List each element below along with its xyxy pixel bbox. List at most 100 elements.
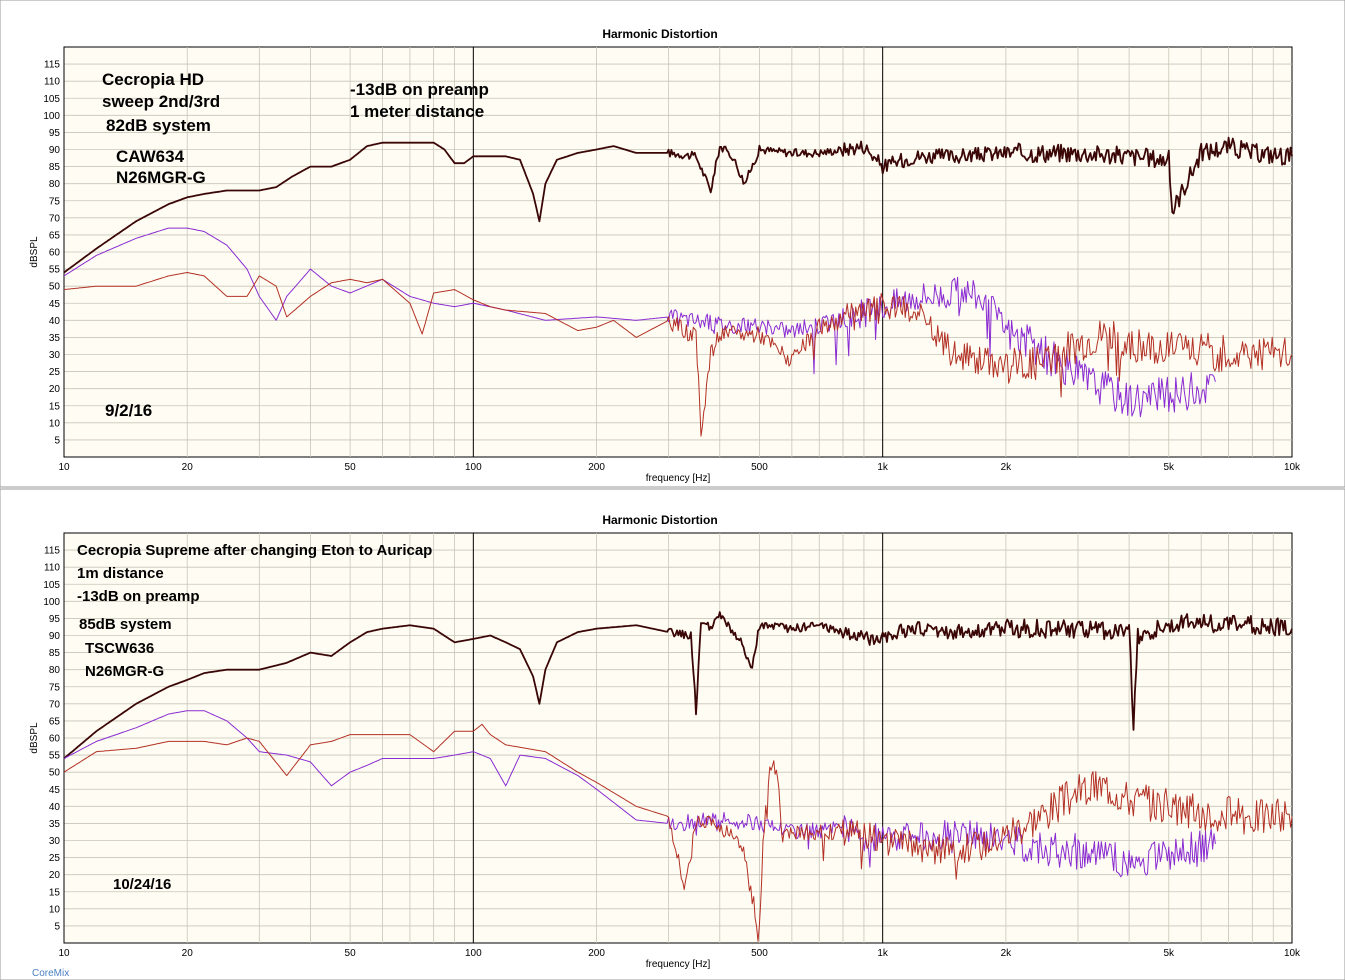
x-tick-label: 200 [588,462,605,473]
note-1-right-line-1: -13dB on preamp [350,80,489,99]
y-tick-label: 45 [49,785,61,796]
note-2-line-1: Cecropia Supreme after changing Eton to … [77,542,432,559]
y-tick-label: 75 [49,682,61,693]
y-tick-label: 20 [49,870,61,881]
y-tick-label: 35 [49,819,61,830]
y-tick-label: 30 [49,350,61,361]
x-tick-label: 100 [465,462,482,473]
y-tick-label: 50 [49,768,61,779]
y-tick-label: 55 [49,265,61,276]
y-tick-label: 40 [49,802,61,813]
series-line-2 [63,227,1216,418]
x-tick-label: 1k [877,462,889,473]
date-2: 10/24/16 [113,876,171,893]
x-tick-label: 2k [1001,462,1013,473]
y-tick-label: 5 [54,921,60,932]
note-1-line-3: 82dB system [106,116,211,135]
series-line-2 [63,710,1216,878]
chart-panel-1: 5 10 15 20 25 30 35 40 45 50 55 60 65 70 75 80 85 90 95 100… [29,27,1301,484]
x-tick-label: 20 [182,462,194,473]
series-line-1 [63,611,1293,760]
y-tick-label: 10 [49,904,61,915]
y-tick-label: 80 [49,665,61,676]
series-line-1 [63,136,1293,274]
y-tick-label: 15 [49,401,61,412]
y-tick-label: 65 [49,716,61,727]
y-tick-label: 95 [49,614,61,625]
x-tick-label: 5k [1163,948,1175,959]
y-tick-label: 5 [54,435,60,446]
y-tick-label: 110 [44,563,60,574]
y-tick-label: 70 [49,699,61,710]
x-tick-label: 5k [1163,462,1175,473]
y-tick-label: 85 [49,162,61,173]
note-1-line-2: sweep 2nd/3rd [102,92,220,111]
y-tick-label: 110 [44,77,60,88]
chart-title-2: Harmonic Distortion [602,513,717,527]
x-axis-label-2: frequency [Hz] [646,959,711,970]
x-tick-label: 20 [182,948,194,959]
y-tick-label: 80 [49,179,61,190]
x-tick-label: 50 [345,948,357,959]
y-tick-label: 30 [49,836,61,847]
note-2-line-2: 1m distance [77,565,164,582]
note-2-line-4: 85dB system [79,616,172,633]
y-tick-label: 85 [49,648,61,659]
y-tick-label: 35 [49,333,61,344]
y-tick-label: 20 [49,384,61,395]
grid-1 [63,47,1292,457]
x-tick-label: 200 [588,948,605,959]
series-line-3 [63,272,1293,437]
y-tick-label: 115 [44,546,60,557]
series-1 [63,136,1293,437]
y-tick-label: 95 [49,128,61,139]
y-axis-label-1: dBSPL [29,236,40,268]
y-tick-label: 40 [49,316,61,327]
x-tick-label: 1k [877,948,889,959]
note-1-line-1: Cecropia HD [102,70,204,89]
note-2-line-3: -13dB on preamp [77,588,200,605]
x-tick-label: 10k [1284,462,1301,473]
x-tick-label: 500 [751,462,768,473]
y-tick-label: 105 [43,94,60,105]
note-1-line-4: CAW634 [116,147,185,166]
x-tick-label: 10 [58,462,70,473]
y-tick-label: 100 [43,111,60,122]
y-tick-label: 100 [43,597,60,608]
x-tick-label: 10 [58,948,70,959]
x-tick-label: 50 [345,462,357,473]
y-tick-label: 65 [49,230,61,241]
chart-panel-2: 5 10 15 20 25 30 35 40 45 50 55 60 65 70 75 80 85 90 95 100… [29,513,1301,970]
note-1-line-5: N26MGR-G [116,168,206,187]
ticks-2: 5 10 15 20 25 30 35 40 45 50 55 60 65 70 75 80 85 90 95 100… [43,546,1301,959]
y-tick-label: 45 [49,299,61,310]
footer-watermark: CoreMix [32,968,70,979]
x-tick-label: 2k [1001,948,1013,959]
note-1-right-line-2: 1 meter distance [350,102,484,121]
y-tick-label: 90 [49,145,61,156]
y-tick-label: 60 [49,248,61,259]
y-tick-label: 25 [49,367,61,378]
ticks-1: 5 10 15 20 25 30 35 40 45 50 55 60 65 70 75 80 85 90 95 100… [43,60,1301,473]
x-tick-label: 10k [1284,948,1301,959]
y-tick-label: 90 [49,631,61,642]
y-tick-label: 70 [49,213,61,224]
y-tick-label: 10 [49,418,61,429]
y-tick-label: 15 [49,887,61,898]
note-2-line-5: TSCW636 [85,640,154,657]
chart-title-1: Harmonic Distortion [602,27,717,41]
note-2-line-6: N26MGR-G [85,663,164,680]
y-tick-label: 75 [49,196,61,207]
y-tick-label: 50 [49,282,61,293]
series-2 [63,611,1293,942]
date-1: 9/2/16 [105,401,152,420]
y-tick-label: 60 [49,734,61,745]
x-tick-label: 100 [465,948,482,959]
x-axis-label-1: frequency [Hz] [646,473,711,484]
y-tick-label: 105 [43,580,60,591]
y-tick-label: 25 [49,853,61,864]
y-axis-label-2: dBSPL [29,722,40,754]
y-tick-label: 115 [44,60,60,71]
x-tick-label: 500 [751,948,768,959]
